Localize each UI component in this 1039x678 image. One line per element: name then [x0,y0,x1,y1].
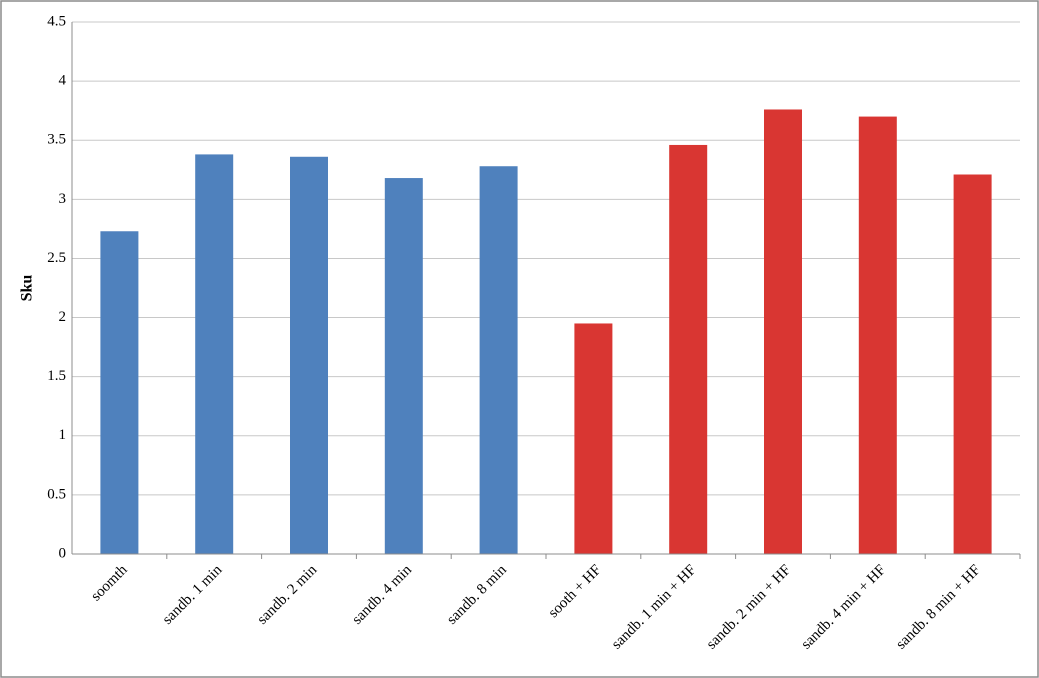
bar [764,109,802,555]
bar [100,231,139,554]
y-tick-label: 2 [59,309,67,325]
y-tick-label: 3 [59,191,67,207]
bar [384,178,423,554]
y-tick-label: 1.5 [47,368,66,384]
y-tick-label: 0.5 [47,486,66,502]
y-axis-label: Sku [19,275,36,302]
y-tick-label: 4.5 [47,13,66,29]
bar [290,156,328,555]
bar [669,144,708,554]
bar [858,116,897,555]
y-tick-label: 3.5 [47,132,66,148]
bar [195,154,234,555]
bar [574,323,613,554]
bar [953,174,992,555]
bar [479,166,518,554]
y-tick-label: 1 [59,427,67,443]
y-tick-label: 0 [59,545,67,561]
y-tick-label: 4 [59,73,67,89]
y-tick-label: 2.5 [47,250,66,266]
